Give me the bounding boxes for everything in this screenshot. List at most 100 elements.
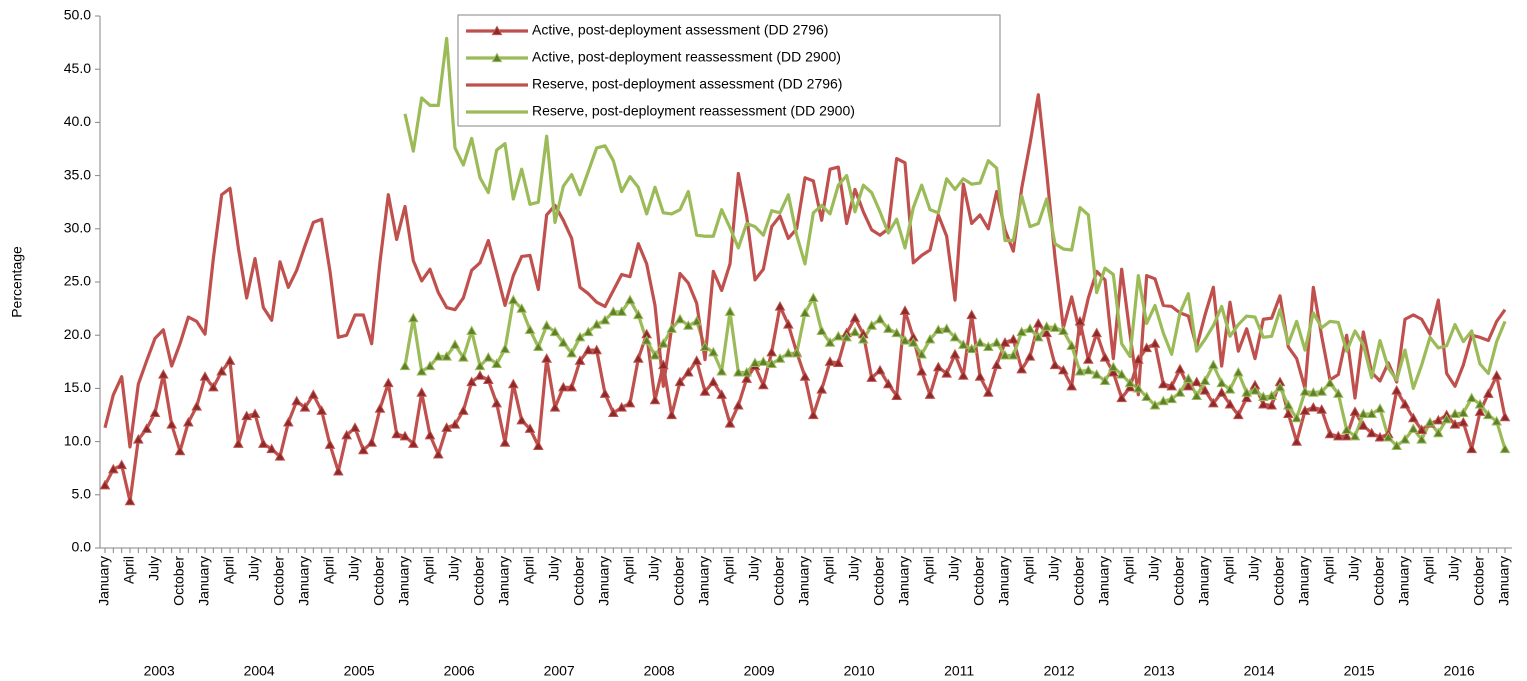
year-label: 2009 bbox=[744, 663, 775, 679]
data-point bbox=[391, 428, 403, 439]
data-point bbox=[1357, 408, 1369, 419]
year-label: 2003 bbox=[144, 663, 175, 679]
x-tick-label: July bbox=[1046, 556, 1062, 581]
data-point bbox=[999, 337, 1011, 347]
y-tick-label: 25.0 bbox=[64, 273, 91, 289]
data-point bbox=[1191, 376, 1203, 387]
data-point bbox=[716, 365, 728, 376]
data-point bbox=[1382, 431, 1394, 442]
data-point bbox=[891, 327, 903, 338]
x-tick-label: January bbox=[96, 556, 112, 606]
data-point bbox=[532, 341, 544, 352]
year-label: 2016 bbox=[1444, 663, 1475, 679]
data-point bbox=[816, 383, 828, 394]
y-tick-label: 5.0 bbox=[72, 486, 92, 502]
data-point bbox=[949, 331, 961, 342]
data-point bbox=[1099, 352, 1111, 362]
x-tick-label: October bbox=[471, 556, 487, 606]
data-point bbox=[649, 349, 661, 360]
data-point bbox=[1099, 375, 1111, 386]
data-point bbox=[1282, 399, 1294, 410]
data-point bbox=[774, 300, 786, 311]
data-point bbox=[1107, 361, 1119, 372]
x-tick-label: October bbox=[1471, 556, 1487, 606]
data-point bbox=[441, 350, 453, 361]
y-tick-label: 45.0 bbox=[64, 60, 91, 76]
data-point bbox=[749, 357, 761, 367]
data-point bbox=[1182, 380, 1194, 391]
data-point bbox=[566, 347, 578, 358]
data-point bbox=[1324, 377, 1336, 388]
data-point bbox=[1116, 369, 1128, 379]
data-point bbox=[832, 357, 844, 367]
data-point bbox=[207, 381, 219, 392]
data-point bbox=[932, 324, 944, 334]
x-tick-label: July bbox=[1446, 556, 1462, 581]
data-point bbox=[816, 325, 828, 336]
data-point bbox=[282, 416, 294, 427]
data-point bbox=[591, 344, 603, 355]
year-label: 2007 bbox=[544, 663, 575, 679]
data-point bbox=[1116, 392, 1128, 403]
x-tick-label: October bbox=[671, 556, 687, 606]
data-point bbox=[574, 355, 586, 365]
data-point bbox=[541, 320, 553, 330]
data-point bbox=[1366, 427, 1378, 438]
data-point bbox=[1174, 363, 1186, 374]
data-point bbox=[1441, 413, 1453, 424]
data-point bbox=[982, 341, 994, 352]
data-point bbox=[341, 429, 353, 440]
x-tick-label: October bbox=[1071, 556, 1087, 606]
data-point bbox=[1074, 365, 1086, 376]
data-point bbox=[841, 331, 853, 342]
data-point bbox=[299, 402, 311, 412]
data-point bbox=[1091, 327, 1103, 338]
data-point bbox=[1082, 364, 1094, 375]
data-point bbox=[916, 365, 928, 376]
data-point bbox=[966, 309, 978, 320]
data-point bbox=[941, 367, 953, 378]
data-point bbox=[516, 414, 528, 425]
data-point bbox=[824, 337, 836, 347]
data-point bbox=[399, 360, 411, 371]
data-point bbox=[1249, 384, 1261, 395]
data-point bbox=[1332, 430, 1344, 441]
data-point bbox=[1266, 390, 1278, 400]
x-tick-label: October bbox=[571, 556, 587, 606]
data-point bbox=[291, 395, 303, 406]
data-point bbox=[349, 422, 361, 432]
data-point bbox=[699, 341, 711, 352]
data-point bbox=[1391, 384, 1403, 395]
data-point bbox=[549, 326, 561, 337]
data-point bbox=[991, 359, 1003, 370]
data-point bbox=[1266, 399, 1278, 410]
data-point bbox=[1207, 397, 1219, 408]
year-label: 2013 bbox=[1144, 663, 1175, 679]
data-point bbox=[1341, 424, 1353, 434]
data-point bbox=[691, 315, 703, 326]
data-point bbox=[141, 423, 153, 433]
data-point bbox=[1291, 412, 1303, 423]
data-point bbox=[932, 361, 944, 372]
data-point bbox=[1291, 436, 1303, 446]
x-tick-label: January bbox=[1496, 556, 1512, 606]
data-point bbox=[1407, 423, 1419, 433]
year-label: 2012 bbox=[1044, 663, 1075, 679]
data-point bbox=[1257, 398, 1269, 409]
data-point bbox=[924, 333, 936, 344]
data-point bbox=[699, 386, 711, 396]
data-point bbox=[1432, 414, 1444, 425]
data-point bbox=[516, 303, 528, 313]
data-point bbox=[1449, 419, 1461, 429]
data-point bbox=[1157, 378, 1169, 389]
data-point bbox=[191, 400, 203, 411]
data-point bbox=[1024, 323, 1036, 333]
data-point bbox=[541, 353, 553, 363]
legend-marker bbox=[491, 52, 503, 63]
data-point bbox=[1499, 443, 1511, 454]
x-tick-label: April bbox=[121, 556, 137, 584]
x-tick-label: October bbox=[1271, 556, 1287, 606]
data-point bbox=[691, 355, 703, 365]
data-point bbox=[707, 346, 719, 357]
data-point bbox=[1466, 392, 1478, 403]
